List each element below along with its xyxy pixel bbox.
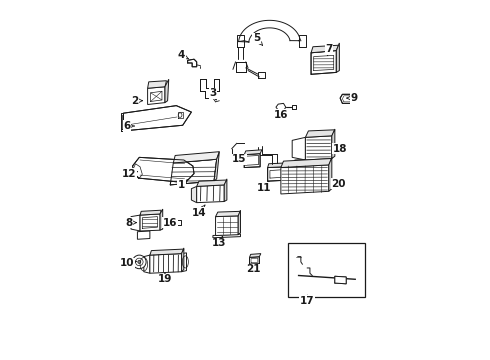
Text: 12: 12: [122, 168, 138, 179]
Polygon shape: [182, 253, 187, 272]
Polygon shape: [165, 79, 169, 103]
Text: 9: 9: [347, 93, 358, 103]
Polygon shape: [281, 158, 332, 167]
Polygon shape: [200, 79, 220, 98]
Text: 16: 16: [273, 110, 288, 120]
Polygon shape: [340, 94, 354, 103]
Text: 14: 14: [192, 205, 206, 218]
Polygon shape: [249, 253, 261, 257]
Polygon shape: [163, 219, 172, 226]
Polygon shape: [196, 180, 227, 186]
Text: 16: 16: [163, 218, 177, 228]
Ellipse shape: [132, 255, 146, 269]
Text: 15: 15: [232, 154, 246, 164]
Polygon shape: [284, 162, 286, 180]
Text: 10: 10: [120, 258, 137, 268]
Polygon shape: [281, 165, 329, 194]
Polygon shape: [305, 136, 332, 160]
Polygon shape: [214, 152, 220, 181]
Polygon shape: [196, 185, 224, 203]
Text: 4: 4: [178, 50, 189, 60]
Text: 1: 1: [178, 179, 188, 190]
Text: 19: 19: [158, 274, 172, 284]
Polygon shape: [238, 210, 241, 235]
Polygon shape: [224, 179, 227, 202]
Polygon shape: [311, 45, 339, 53]
Text: 17: 17: [300, 295, 315, 306]
Polygon shape: [150, 253, 182, 273]
Polygon shape: [170, 159, 217, 185]
Polygon shape: [213, 234, 241, 238]
Polygon shape: [236, 62, 246, 72]
Polygon shape: [305, 130, 335, 138]
Polygon shape: [182, 248, 184, 272]
Polygon shape: [311, 50, 336, 74]
Text: 2: 2: [131, 96, 143, 106]
Polygon shape: [216, 211, 241, 217]
Ellipse shape: [138, 260, 141, 264]
Bar: [289, 243, 365, 297]
Polygon shape: [244, 154, 260, 167]
Polygon shape: [335, 276, 346, 284]
Polygon shape: [276, 103, 286, 111]
Polygon shape: [295, 158, 331, 163]
Text: 13: 13: [212, 236, 226, 248]
Text: 3: 3: [209, 88, 217, 100]
Polygon shape: [336, 43, 340, 72]
Polygon shape: [332, 129, 335, 158]
Polygon shape: [132, 157, 194, 183]
Text: 20: 20: [331, 179, 346, 189]
Text: 18: 18: [333, 144, 347, 154]
Polygon shape: [140, 210, 161, 215]
Polygon shape: [292, 138, 305, 160]
Polygon shape: [137, 231, 150, 239]
Text: 5: 5: [253, 33, 263, 45]
Polygon shape: [249, 257, 259, 264]
Text: 21: 21: [246, 265, 261, 274]
Text: 8: 8: [125, 218, 136, 228]
Polygon shape: [244, 150, 262, 155]
Polygon shape: [268, 167, 284, 181]
Text: 7: 7: [325, 44, 333, 56]
Polygon shape: [147, 87, 165, 104]
Polygon shape: [123, 105, 192, 131]
Polygon shape: [140, 214, 160, 231]
Polygon shape: [173, 152, 220, 163]
Polygon shape: [268, 163, 285, 167]
Polygon shape: [131, 215, 140, 231]
Polygon shape: [150, 249, 184, 255]
Polygon shape: [216, 216, 238, 235]
Polygon shape: [160, 209, 163, 230]
Polygon shape: [188, 59, 196, 67]
Polygon shape: [329, 157, 332, 191]
Polygon shape: [144, 255, 150, 273]
Text: 11: 11: [257, 182, 271, 193]
Polygon shape: [192, 186, 196, 203]
Polygon shape: [147, 81, 167, 88]
Text: 6: 6: [123, 121, 134, 131]
